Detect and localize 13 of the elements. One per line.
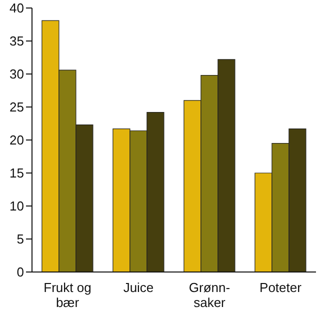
y-tick-label: 40 [10,0,24,16]
x-tick-label: Frukt og bær [44,280,92,310]
y-tick-label: 15 [10,166,24,181]
x-tick-label: Poteter [260,280,302,295]
y-tick-label: 0 [16,264,24,280]
y-tick-label: 10 [10,198,24,214]
x-tick-label: Grønn- saker [188,280,230,310]
y-tick-label: 35 [10,34,24,49]
x-tick-label: Juice [123,280,154,295]
y-tick-label: 25 [10,100,24,115]
y-tick-label: 5 [16,232,24,247]
y-tick-label: 30 [10,66,24,82]
y-tick-label: 20 [10,132,24,148]
